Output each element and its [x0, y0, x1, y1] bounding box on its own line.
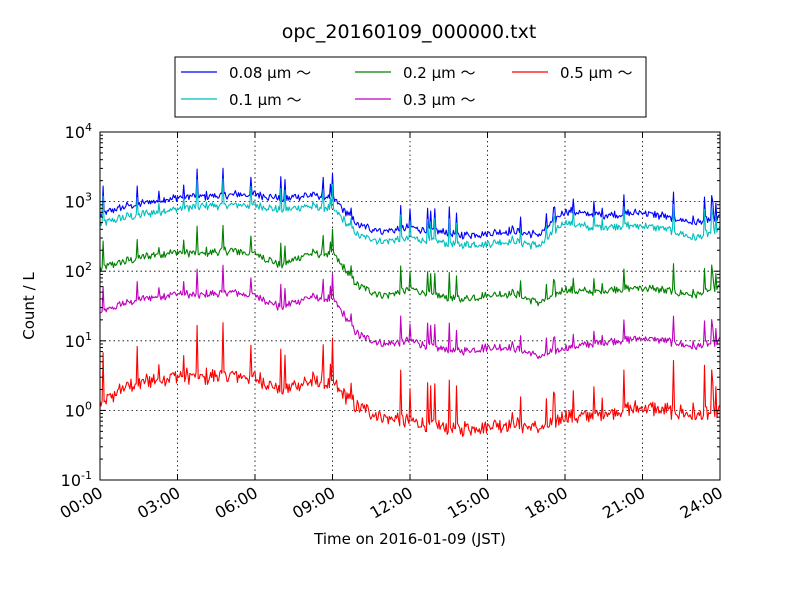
series-lines: [99, 167, 721, 437]
y-tick-label: 101: [65, 330, 92, 351]
x-tick-label: 18:00: [522, 483, 571, 523]
y-axis-label: Count / L: [20, 272, 38, 340]
x-tick-label: 24:00: [677, 483, 726, 523]
series-line: [99, 322, 721, 437]
y-tick-label: 103: [65, 191, 92, 212]
x-tick-label: 06:00: [212, 483, 261, 523]
legend-label: 0.1 μm ～: [229, 91, 302, 109]
y-tick-label: 104: [65, 121, 92, 142]
series-line: [99, 178, 721, 250]
legend-label: 0.5 μm ～: [560, 64, 633, 82]
grid: [100, 132, 720, 480]
tick-marks: [99, 131, 721, 481]
legend-label: 0.2 μm ～: [403, 64, 476, 82]
y-tick-label: 100: [65, 399, 92, 420]
legend-label: 0.3 μm ～: [403, 91, 476, 109]
series-line: [100, 264, 721, 360]
chart-title: opc_20160109_000000.txt: [282, 21, 537, 43]
legend-label: 0.08 μm ～: [229, 64, 311, 82]
legend-box: [174, 56, 647, 118]
x-tick-label: 09:00: [289, 483, 338, 523]
x-tick-label: 03:00: [134, 483, 183, 523]
series-line: [99, 224, 721, 307]
x-tick-label: 12:00: [367, 483, 416, 523]
plot-frame: [99, 131, 721, 481]
series-line: [99, 167, 721, 240]
y-tick-label: 10-1: [61, 469, 92, 490]
x-tick-label: 21:00: [599, 483, 648, 523]
x-tick-labels: 00:00 03:00 06:00 09:00 12:00 15:00 18:00 21:00…: [57, 483, 726, 523]
x-axis-label: Time on 2016-01-09 (JST): [313, 530, 506, 548]
y-tick-labels: 10-1 100 101 102 103 104: [61, 121, 92, 490]
legend: 0.08 μm ～ 0.1 μm ～ 0.2 μm ～ 0.3 μm ～ 0.5 μm …: [174, 56, 647, 118]
y-tick-label: 102: [65, 260, 92, 281]
x-tick-label: 15:00: [444, 483, 493, 523]
